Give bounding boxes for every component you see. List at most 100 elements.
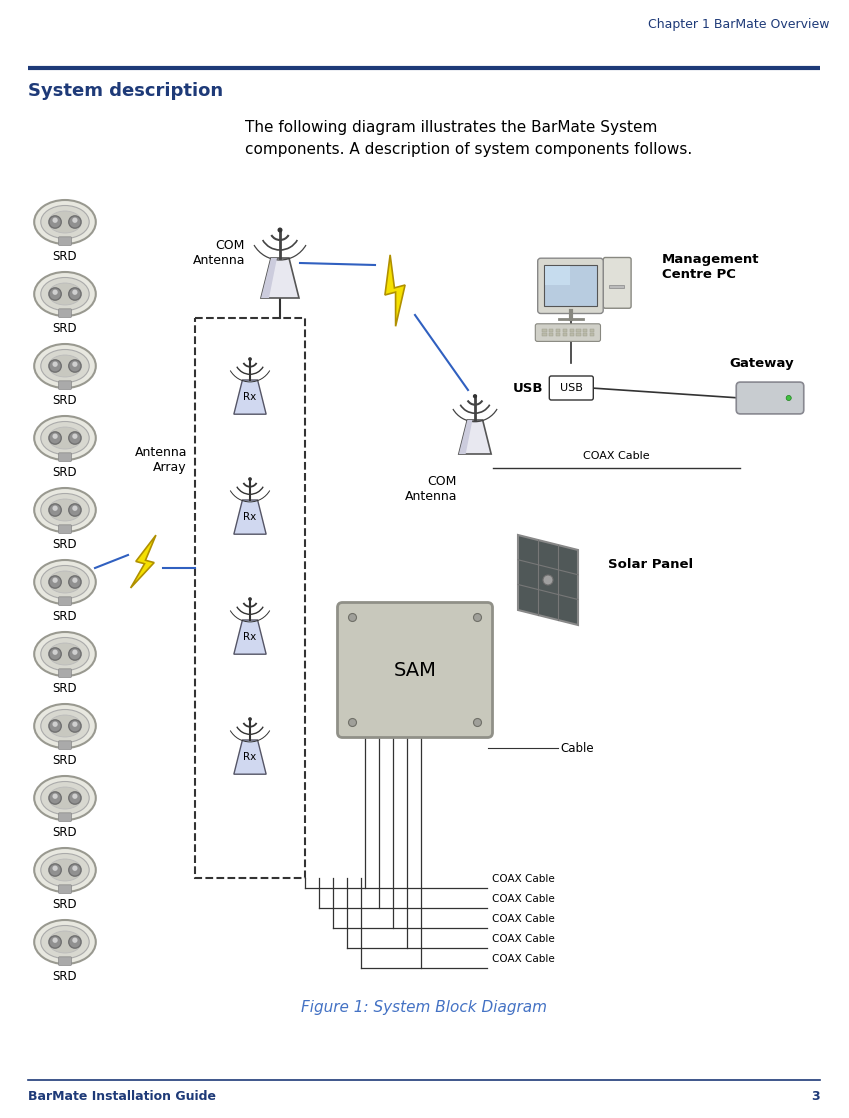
Text: Gateway: Gateway [729,357,795,370]
Circle shape [49,792,61,804]
Circle shape [72,721,77,727]
FancyBboxPatch shape [604,257,631,309]
Ellipse shape [34,704,96,748]
Bar [556,329,560,332]
Bar [563,333,567,337]
Ellipse shape [41,710,89,742]
Circle shape [69,936,81,948]
Bar [556,333,560,337]
Text: BarMate Installation Guide: BarMate Installation Guide [28,1090,216,1103]
Ellipse shape [34,560,96,604]
Circle shape [72,434,77,439]
FancyBboxPatch shape [59,524,71,533]
Bar [544,265,597,306]
Bar [590,329,594,332]
Ellipse shape [34,632,96,676]
Circle shape [53,865,58,871]
Ellipse shape [48,716,82,737]
Text: The following diagram illustrates the BarMate System: The following diagram illustrates the Ba… [245,120,657,135]
Circle shape [53,218,58,222]
FancyBboxPatch shape [59,813,71,822]
Circle shape [49,936,61,948]
Ellipse shape [34,920,96,964]
FancyBboxPatch shape [59,381,71,389]
Text: SRD: SRD [53,682,77,695]
Ellipse shape [41,637,89,671]
Circle shape [53,578,58,582]
Text: 3: 3 [812,1090,820,1103]
Ellipse shape [48,283,82,305]
Ellipse shape [34,272,96,316]
Circle shape [72,218,77,222]
Ellipse shape [34,776,96,819]
Circle shape [69,576,81,588]
Ellipse shape [48,931,82,953]
Circle shape [69,216,81,228]
Circle shape [49,287,61,300]
Ellipse shape [41,926,89,958]
Text: COAX Cable: COAX Cable [492,894,554,904]
Circle shape [72,938,77,942]
FancyBboxPatch shape [59,237,71,246]
FancyBboxPatch shape [59,669,71,678]
Circle shape [53,505,58,511]
Text: Rx: Rx [244,392,256,402]
Ellipse shape [34,344,96,388]
Ellipse shape [48,427,82,449]
Text: SRD: SRD [53,610,77,623]
Circle shape [543,575,553,585]
Ellipse shape [41,206,89,238]
Bar [549,329,554,332]
Ellipse shape [48,211,82,233]
Text: COM
Antenna: COM Antenna [404,475,457,503]
FancyBboxPatch shape [59,453,71,462]
FancyBboxPatch shape [59,741,71,749]
Circle shape [248,597,252,601]
Circle shape [474,614,481,622]
Circle shape [72,290,77,295]
Circle shape [69,647,81,660]
Ellipse shape [41,421,89,455]
Text: SRD: SRD [53,826,77,838]
Ellipse shape [41,853,89,887]
Circle shape [248,718,252,721]
Circle shape [72,650,77,655]
Text: COAX Cable: COAX Cable [492,934,554,944]
Circle shape [72,505,77,511]
Polygon shape [233,740,266,774]
Circle shape [69,720,81,732]
Bar [576,333,581,337]
Circle shape [49,432,61,444]
Text: System description: System description [28,82,223,100]
Bar [590,333,594,337]
FancyBboxPatch shape [59,884,71,893]
Ellipse shape [48,499,82,521]
Circle shape [69,360,81,372]
Circle shape [53,794,58,799]
Circle shape [278,227,283,233]
Text: Chapter 1 BarMate Overview: Chapter 1 BarMate Overview [649,18,830,31]
Text: SRD: SRD [53,322,77,335]
Text: COAX Cable: COAX Cable [492,874,554,884]
Circle shape [49,864,61,877]
Text: COM
Antenna: COM Antenna [193,239,245,267]
Ellipse shape [48,571,82,593]
Text: SRD: SRD [53,466,77,479]
Polygon shape [233,620,266,654]
Ellipse shape [48,859,82,881]
Circle shape [69,504,81,517]
Circle shape [53,434,58,439]
Bar [545,266,571,285]
Bar [576,329,581,332]
Ellipse shape [34,847,96,892]
Polygon shape [233,380,266,414]
Circle shape [248,357,252,361]
Circle shape [49,576,61,588]
Circle shape [49,360,61,372]
Ellipse shape [34,487,96,532]
Text: SRD: SRD [53,898,77,911]
Ellipse shape [41,350,89,382]
Circle shape [72,794,77,799]
Circle shape [348,719,357,727]
Text: SRD: SRD [53,970,77,983]
